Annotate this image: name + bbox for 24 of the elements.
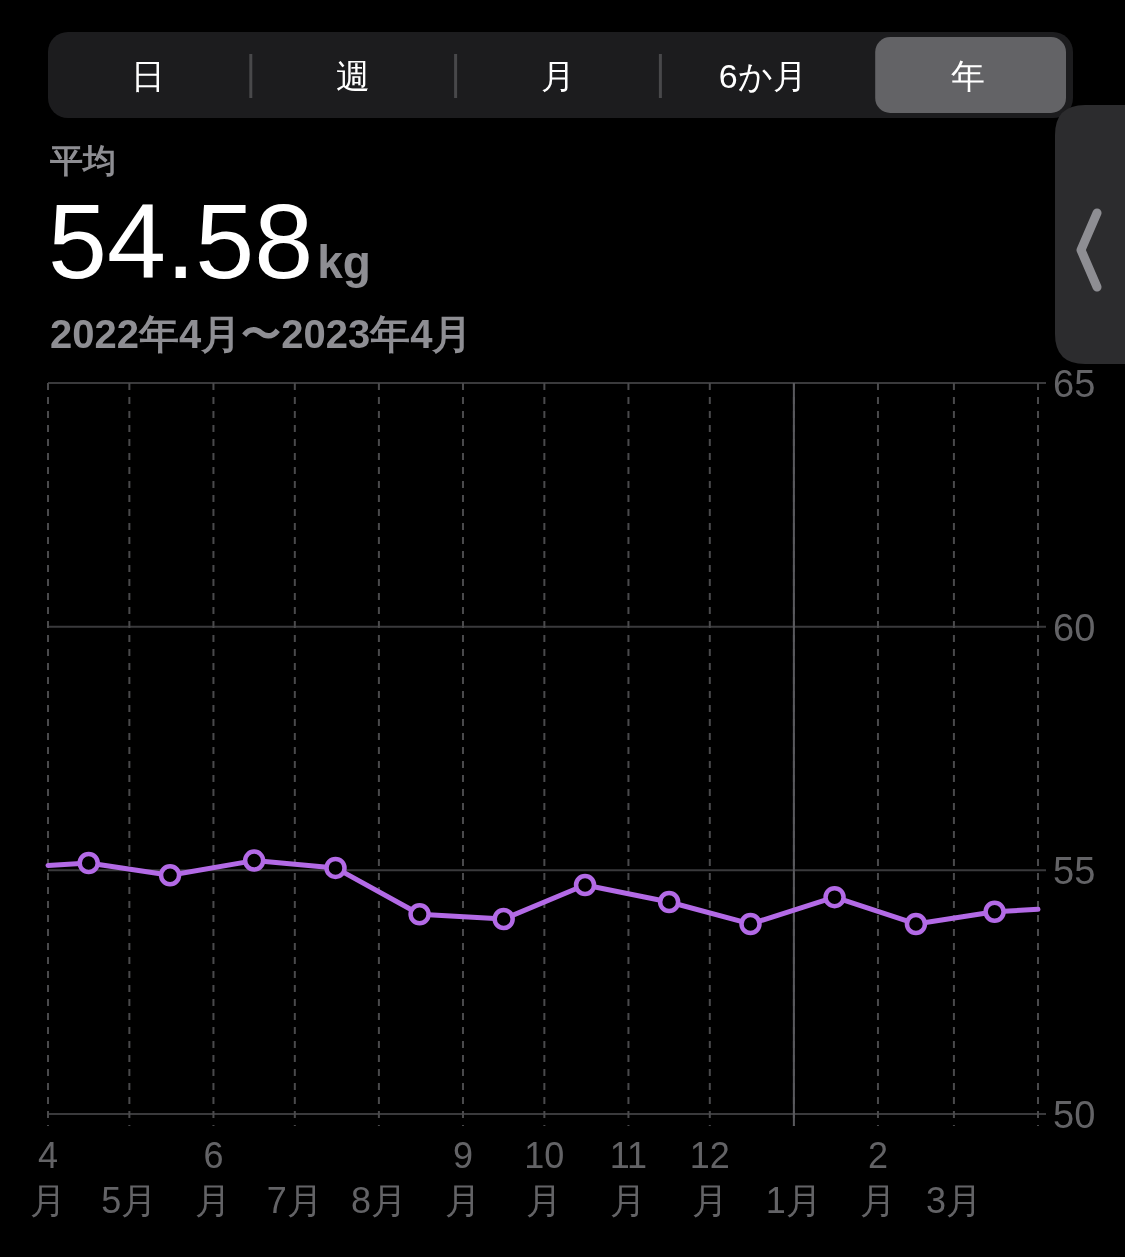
text: 平均 [49,142,116,179]
x-tick-label: 8月 [350,1180,407,1221]
y-tick-label: 60 [1053,606,1096,649]
x-tick-label: 11月 [609,1135,648,1221]
text: 6か月 [718,57,807,95]
text: 月 [541,57,575,95]
text: 週 [336,57,371,95]
x-tick-label: 10月 [524,1135,565,1221]
x-tick-label: 5月 [101,1180,158,1221]
chart-title: 54.58kg [48,182,371,300]
x-tick-label: 9月 [444,1135,481,1221]
x-tick-label: 1月 [765,1180,822,1221]
y-tick-label: 65 [1053,363,1096,405]
x-tick-label: 2月 [859,1135,896,1221]
chart-subtitle: 2022年4月〜2023年4月 [50,312,473,356]
x-tick-label: 6月 [195,1135,232,1221]
text: 日 [131,57,166,95]
y-tick-label: 55 [1053,850,1096,893]
x-tick-label: 7月 [266,1180,323,1221]
y-tick-label: 50 [1053,1094,1096,1136]
x-tick-label: 3月 [925,1180,982,1221]
text: 年 [950,57,985,95]
x-tick-label: 4月 [30,1135,66,1221]
x-tick-label: 12月 [689,1135,730,1221]
